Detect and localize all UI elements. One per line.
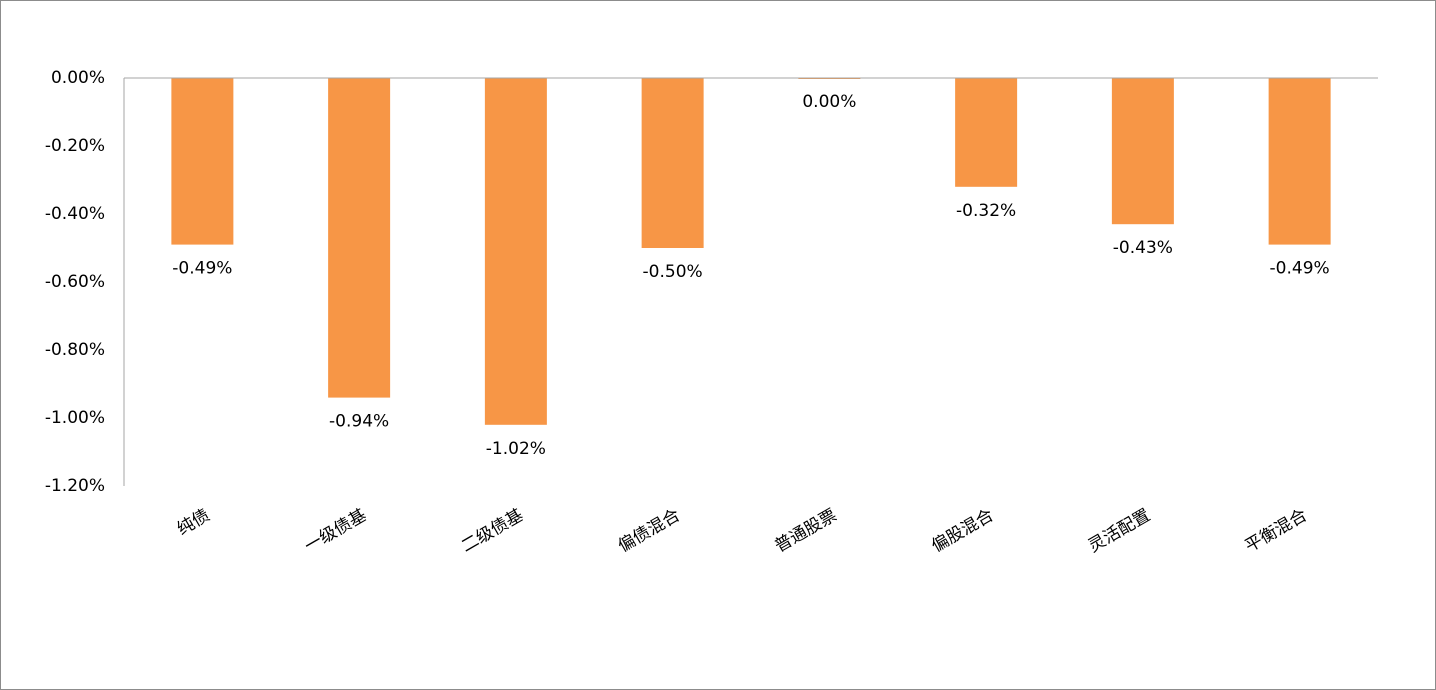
bar bbox=[1268, 78, 1331, 245]
y-tick-label: -1.00% bbox=[45, 408, 105, 428]
bar bbox=[328, 78, 391, 398]
bar bbox=[171, 78, 234, 245]
data-label: -0.94% bbox=[329, 412, 389, 432]
bar bbox=[1111, 78, 1174, 225]
data-label: -0.49% bbox=[1270, 259, 1330, 279]
bar bbox=[484, 78, 547, 425]
y-tick-label: -0.80% bbox=[45, 340, 105, 360]
y-tick-label: 0.00% bbox=[51, 68, 105, 88]
y-tick-label: -0.40% bbox=[45, 204, 105, 224]
data-label: 0.00% bbox=[802, 92, 856, 112]
bar bbox=[955, 78, 1018, 187]
data-label: -0.32% bbox=[956, 201, 1016, 221]
data-label: -1.02% bbox=[486, 439, 546, 459]
y-tick-label: -0.60% bbox=[45, 272, 105, 292]
bar bbox=[641, 78, 704, 248]
data-label: -0.43% bbox=[1113, 238, 1173, 258]
data-label: -0.50% bbox=[643, 262, 703, 282]
data-label: -0.49% bbox=[172, 259, 232, 279]
y-tick-label: -0.20% bbox=[45, 136, 105, 156]
y-tick-label: -1.20% bbox=[45, 476, 105, 496]
